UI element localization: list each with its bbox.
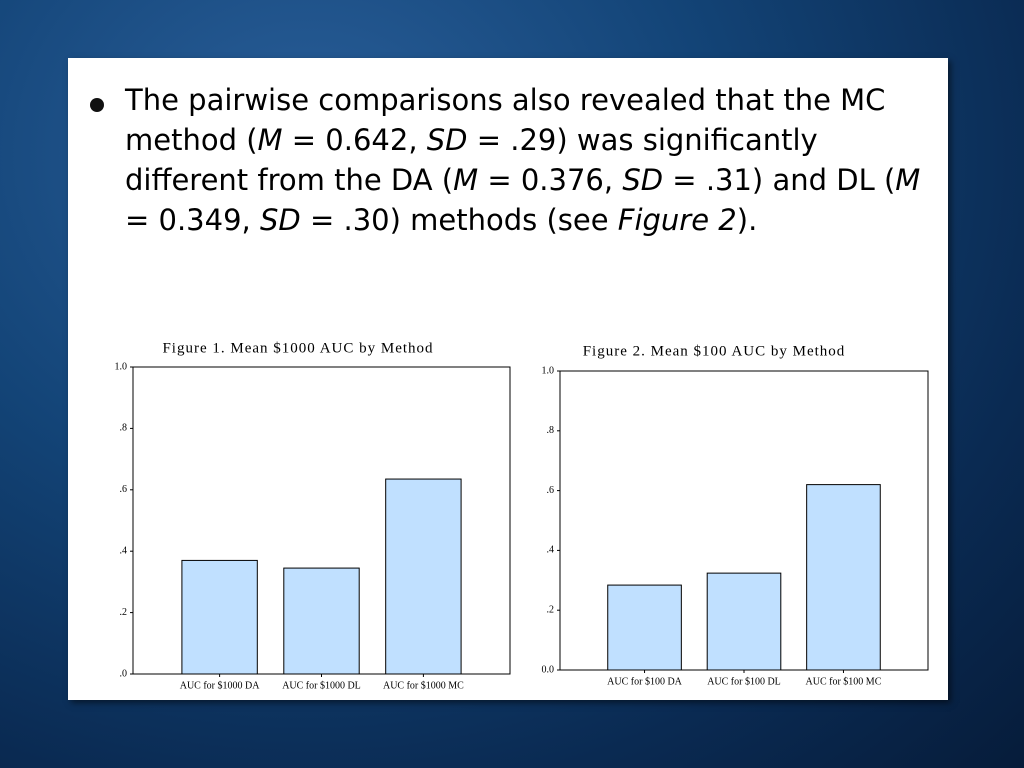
- bar: [706, 572, 782, 671]
- chart-title: Figure 1. Mean $1000 AUC by Method: [162, 340, 433, 356]
- italic-text: M: [257, 123, 283, 157]
- italic-text: SD: [426, 123, 468, 157]
- bullet-text: The pairwise comparisons also revealed t…: [125, 80, 930, 240]
- x-tick-label: AUC for $1000 MC: [383, 680, 464, 691]
- italic-text: M: [895, 163, 921, 197]
- italic-text: Figure 2: [617, 203, 737, 237]
- bar: [607, 584, 682, 671]
- y-tick-label: .8: [120, 423, 128, 434]
- chart-title: Figure 2. Mean $100 AUC by Method: [583, 343, 846, 359]
- bar: [181, 559, 258, 675]
- y-tick-label: .2: [547, 604, 555, 615]
- x-tick-label: AUC for $100 DA: [607, 676, 682, 687]
- text-run: = 0.376,: [478, 163, 623, 197]
- y-tick-label: .2: [120, 607, 128, 618]
- x-tick-label: AUC for $100 DL: [707, 676, 781, 687]
- x-tick-label: AUC for $1000 DA: [180, 680, 260, 691]
- y-tick-label: .4: [547, 545, 555, 556]
- text-run: ).: [736, 203, 758, 237]
- y-tick-label: .6: [120, 484, 128, 495]
- y-tick-label: 1.0: [542, 365, 555, 376]
- italic-text: SD: [259, 203, 301, 237]
- bar: [385, 478, 462, 675]
- bar: [283, 567, 360, 675]
- text-run: = .29) was significantly different from …: [125, 123, 818, 197]
- text-run: = 0.642,: [282, 123, 427, 157]
- italic-text: M: [453, 163, 479, 197]
- y-tick-label: .8: [547, 425, 555, 436]
- x-tick-label: AUC for $1000 DL: [282, 680, 361, 691]
- bullet: [90, 98, 104, 112]
- italic-text: SD: [622, 163, 664, 197]
- y-tick-label: 0.0: [542, 664, 555, 675]
- text-run: = .30) methods (see: [300, 203, 618, 237]
- x-tick-label: AUC for $100 MC: [806, 676, 882, 687]
- text-run: = .31) and DL (: [663, 163, 896, 197]
- text-run: = 0.349,: [125, 203, 260, 237]
- y-tick-label: .4: [120, 545, 128, 556]
- bar: [806, 484, 881, 671]
- y-tick-label: .0: [120, 668, 128, 679]
- y-tick-label: .6: [547, 485, 555, 496]
- y-tick-label: 1.0: [115, 361, 128, 372]
- text-run: The pairwise comparisons also revealed t…: [125, 83, 886, 157]
